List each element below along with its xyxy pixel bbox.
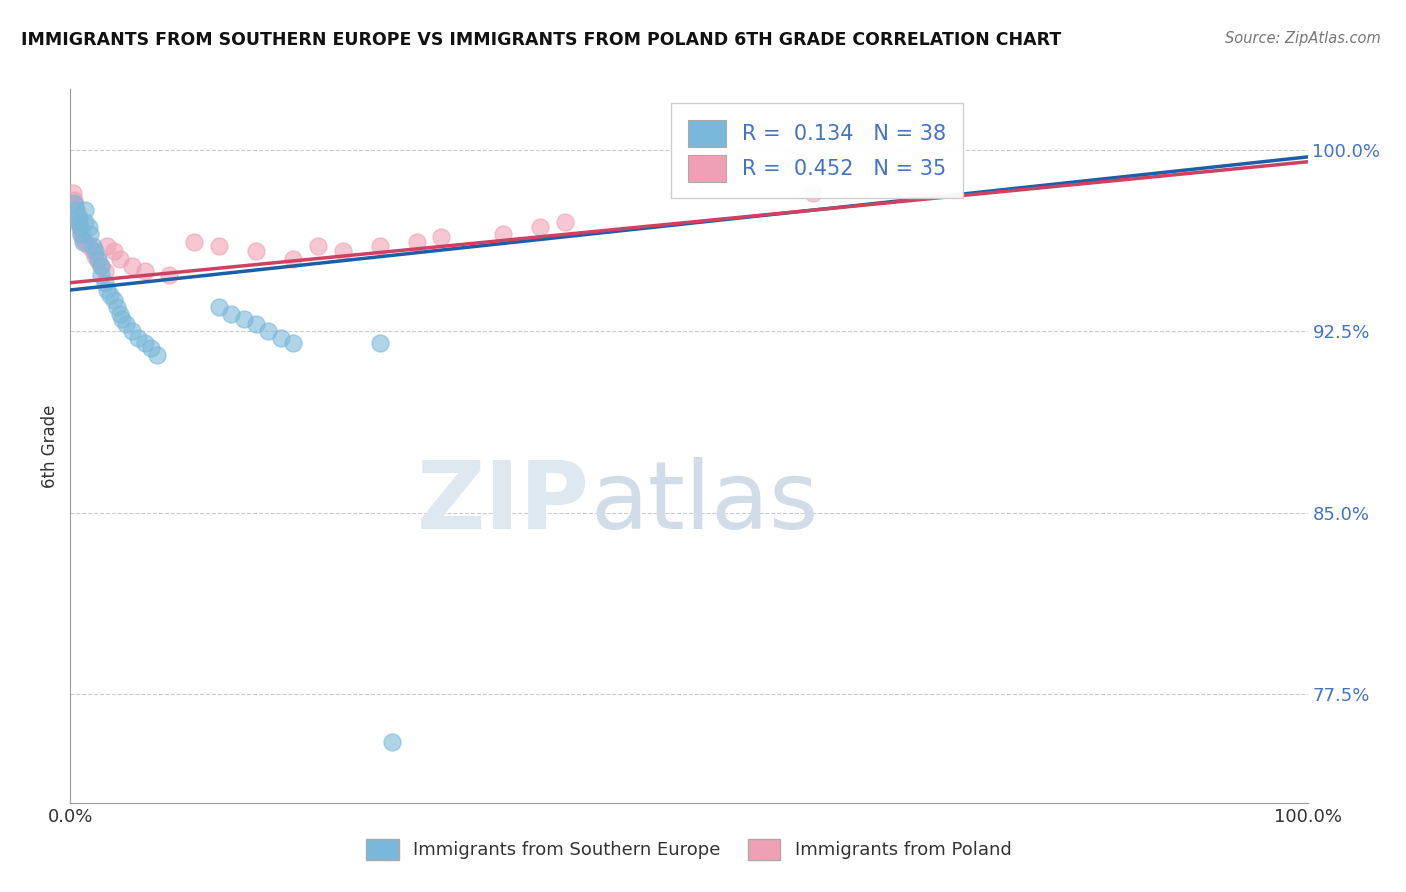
Point: [281, 336, 304, 351]
Point: [98, 288, 121, 302]
Point: [492, 227, 515, 242]
Point: [245, 317, 267, 331]
Point: [79, 227, 101, 242]
Point: [63, 194, 86, 208]
Point: [103, 293, 125, 307]
Point: [121, 324, 143, 338]
Text: Source: ZipAtlas.com: Source: ZipAtlas.com: [1225, 31, 1381, 46]
Point: [183, 235, 205, 249]
Point: [90, 259, 112, 273]
Y-axis label: 6th Grade: 6th Grade: [41, 404, 59, 488]
Point: [257, 324, 280, 338]
Point: [94, 276, 117, 290]
Point: [134, 263, 156, 277]
Point: [77, 220, 100, 235]
Point: [75, 203, 97, 218]
Point: [245, 244, 267, 259]
Point: [332, 244, 354, 259]
Point: [232, 312, 254, 326]
Text: atlas: atlas: [591, 457, 818, 549]
Point: [90, 259, 112, 273]
Point: [69, 220, 91, 235]
Point: [96, 239, 118, 253]
Point: [368, 239, 391, 253]
Point: [84, 249, 107, 263]
Point: [529, 220, 551, 235]
Point: [146, 348, 169, 362]
Point: [430, 229, 453, 244]
Point: [82, 239, 104, 253]
Point: [103, 244, 125, 259]
Point: [307, 239, 329, 253]
Point: [139, 341, 162, 355]
Point: [801, 186, 824, 201]
Point: [86, 252, 108, 266]
Point: [405, 235, 427, 249]
Point: [368, 336, 391, 351]
Point: [208, 239, 231, 253]
Point: [69, 220, 91, 235]
Point: [77, 239, 100, 253]
Point: [94, 263, 117, 277]
Point: [62, 186, 84, 201]
Text: IMMIGRANTS FROM SOUTHERN EUROPE VS IMMIGRANTS FROM POLAND 6TH GRADE CORRELATION : IMMIGRANTS FROM SOUTHERN EUROPE VS IMMIG…: [21, 31, 1062, 49]
Point: [108, 252, 131, 266]
Point: [66, 211, 89, 225]
Point: [90, 268, 112, 283]
Point: [75, 215, 97, 229]
Point: [72, 235, 94, 249]
Legend: Immigrants from Southern Europe, Immigrants from Poland: Immigrants from Southern Europe, Immigra…: [357, 830, 1021, 869]
Point: [67, 215, 90, 229]
Point: [157, 268, 180, 283]
Point: [281, 252, 304, 266]
Point: [121, 259, 143, 273]
Point: [270, 331, 292, 345]
Point: [72, 232, 94, 246]
Point: [554, 215, 576, 229]
Point: [67, 215, 90, 229]
Point: [70, 227, 93, 242]
Point: [96, 283, 118, 297]
Point: [65, 203, 87, 218]
Point: [381, 735, 404, 749]
Point: [65, 198, 87, 212]
Point: [208, 300, 231, 314]
Point: [66, 208, 89, 222]
Point: [108, 307, 131, 321]
Point: [115, 317, 138, 331]
Point: [65, 203, 87, 218]
Text: ZIP: ZIP: [418, 457, 591, 549]
Point: [86, 254, 108, 268]
Point: [134, 336, 156, 351]
Point: [219, 307, 242, 321]
Point: [82, 244, 104, 259]
Point: [127, 331, 149, 345]
Point: [75, 235, 97, 249]
Point: [63, 195, 86, 210]
Point: [84, 244, 107, 259]
Point: [70, 227, 93, 242]
Point: [111, 312, 134, 326]
Point: [105, 300, 128, 314]
